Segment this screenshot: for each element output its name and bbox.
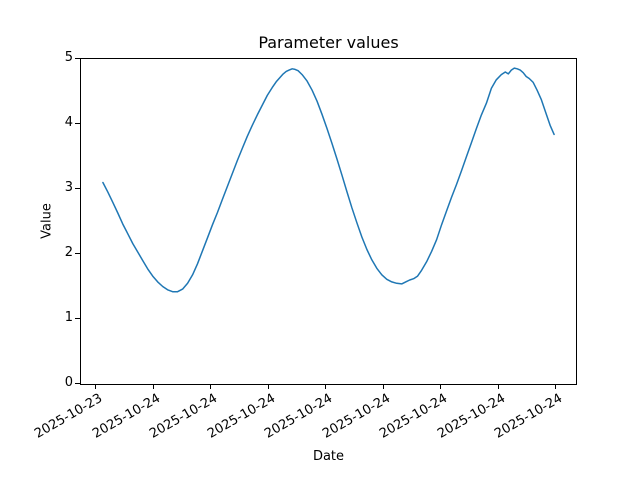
plot-area (80, 58, 577, 385)
chart-title: Parameter values (258, 33, 399, 52)
y-tick-label: 3 (64, 180, 73, 195)
x-axis-label: Date (312, 449, 345, 464)
y-tick-label: 4 (64, 115, 73, 130)
y-tick-mark (75, 188, 80, 189)
y-tick-label: 2 (64, 245, 73, 260)
data-line (102, 67, 555, 293)
x-tick-mark (95, 385, 96, 389)
y-tick-mark (75, 318, 80, 319)
y-tick-mark (75, 383, 80, 384)
y-tick-mark (75, 123, 80, 124)
x-tick-mark (210, 385, 211, 389)
y-tick-label: 5 (64, 50, 73, 65)
x-tick-mark (440, 385, 441, 389)
y-tick-label: 0 (64, 375, 73, 390)
y-axis-label: Value (39, 203, 55, 239)
y-tick-label: 1 (64, 310, 73, 325)
y-tick-mark (75, 58, 80, 59)
line-chart-canvas (102, 67, 555, 293)
x-tick-mark (268, 385, 269, 389)
x-tick-mark (153, 385, 154, 389)
x-tick-mark (498, 385, 499, 389)
x-tick-mark (325, 385, 326, 389)
x-tick-mark (383, 385, 384, 389)
x-tick-mark (555, 385, 556, 389)
y-tick-mark (75, 253, 80, 254)
